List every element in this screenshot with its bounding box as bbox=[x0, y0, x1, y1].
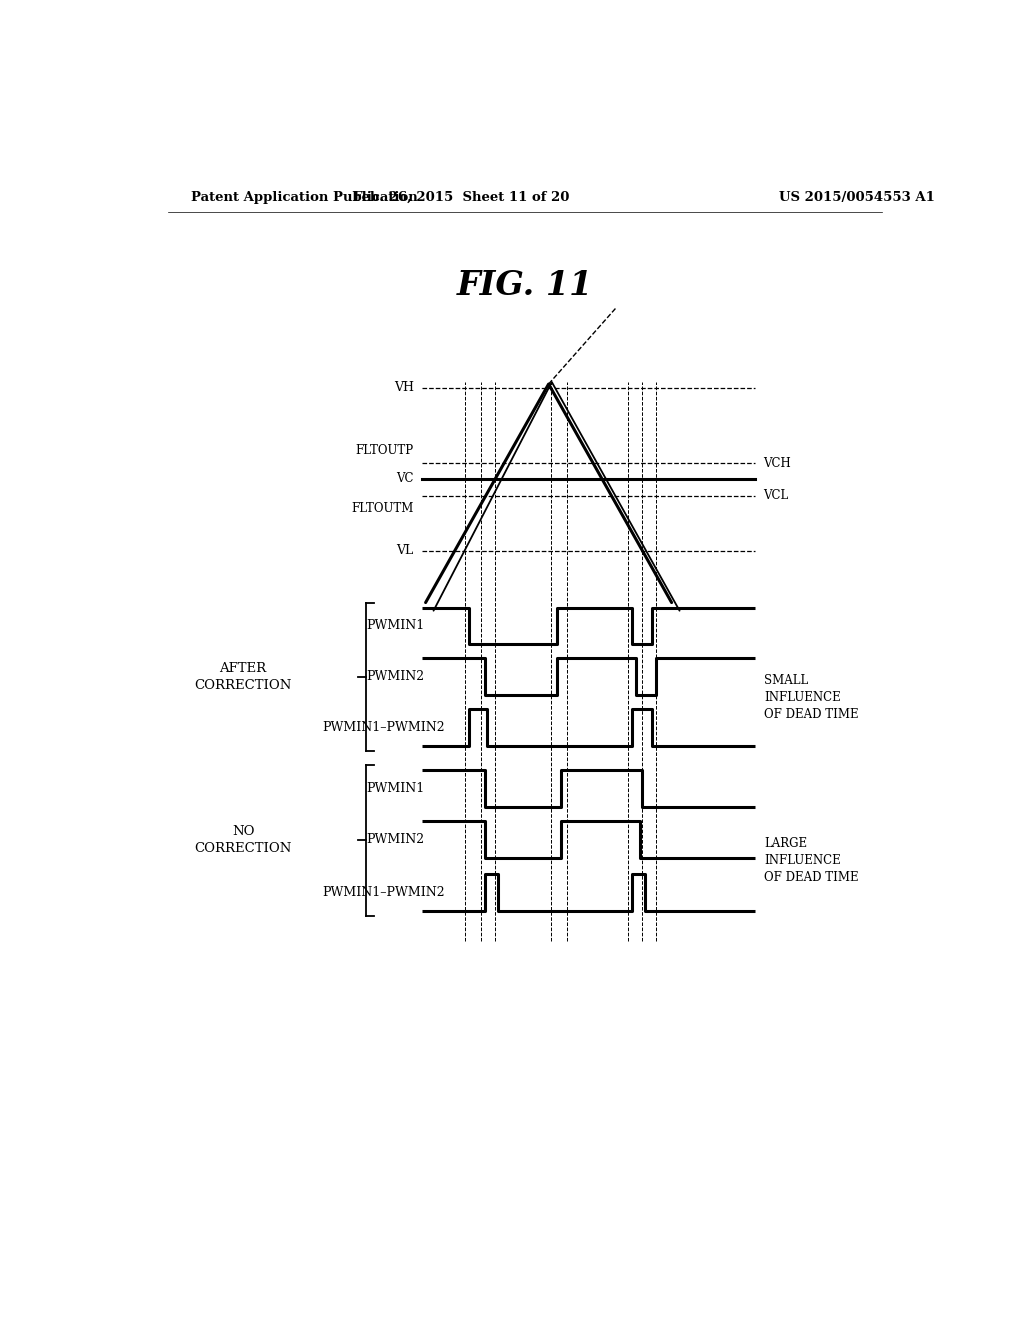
Text: PWMIN2: PWMIN2 bbox=[367, 671, 424, 684]
Text: PWMIN1–PWMIN2: PWMIN1–PWMIN2 bbox=[323, 886, 445, 899]
Text: VC: VC bbox=[396, 473, 414, 484]
Text: Patent Application Publication: Patent Application Publication bbox=[191, 190, 418, 203]
Text: PWMIN1–PWMIN2: PWMIN1–PWMIN2 bbox=[323, 721, 445, 734]
Text: NO
CORRECTION: NO CORRECTION bbox=[195, 825, 292, 855]
Text: VH: VH bbox=[393, 381, 414, 395]
Text: VCH: VCH bbox=[763, 457, 791, 470]
Text: PWMIN1: PWMIN1 bbox=[367, 619, 424, 632]
Text: PWMIN1: PWMIN1 bbox=[367, 781, 424, 795]
Text: FLTOUTP: FLTOUTP bbox=[355, 445, 414, 457]
Text: LARGE
INFLUENCE
OF DEAD TIME: LARGE INFLUENCE OF DEAD TIME bbox=[765, 837, 859, 884]
Text: SMALL
INFLUENCE
OF DEAD TIME: SMALL INFLUENCE OF DEAD TIME bbox=[765, 673, 859, 721]
Text: AFTER
CORRECTION: AFTER CORRECTION bbox=[195, 661, 292, 692]
Text: Feb. 26, 2015  Sheet 11 of 20: Feb. 26, 2015 Sheet 11 of 20 bbox=[353, 190, 569, 203]
Text: FLTOUTM: FLTOUTM bbox=[351, 502, 414, 515]
Text: PWMIN2: PWMIN2 bbox=[367, 833, 424, 846]
Text: FIG. 11: FIG. 11 bbox=[457, 269, 593, 302]
Text: VL: VL bbox=[396, 544, 414, 557]
Text: US 2015/0054553 A1: US 2015/0054553 A1 bbox=[778, 190, 935, 203]
Text: VCL: VCL bbox=[763, 490, 788, 503]
